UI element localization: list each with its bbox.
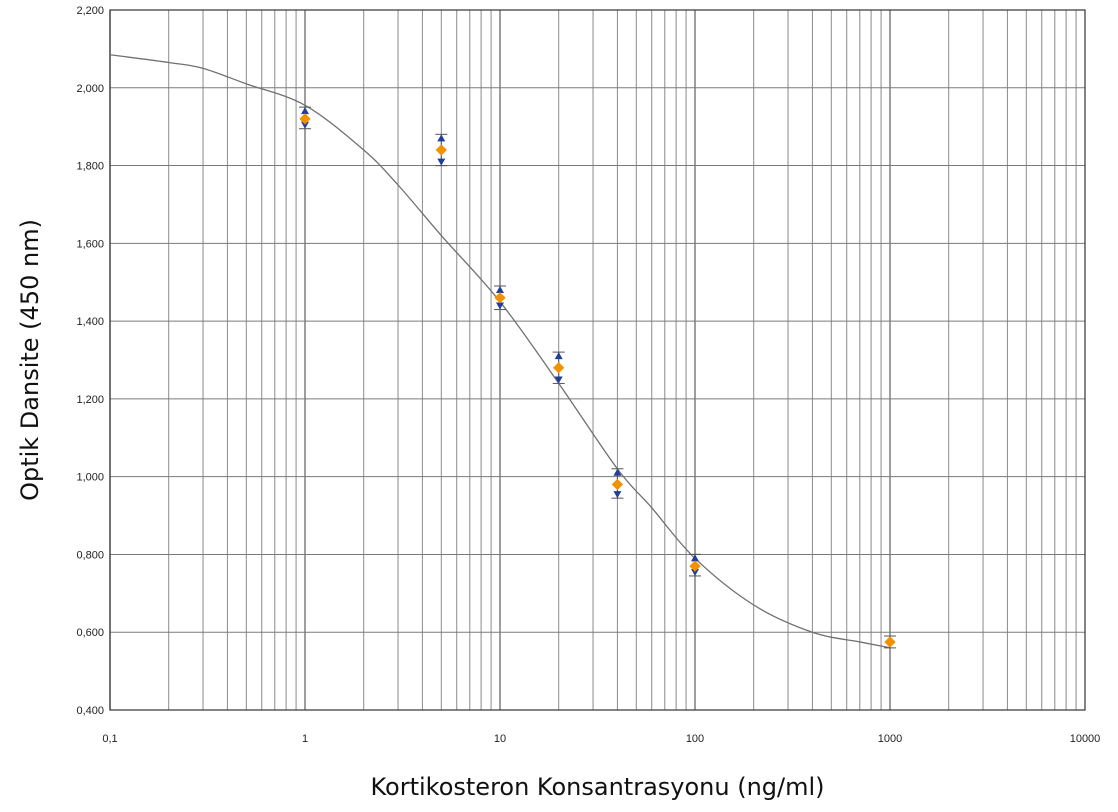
mean-point	[299, 113, 311, 125]
y-tick-label: 1,600	[76, 238, 104, 250]
x-tick-label: 100	[686, 733, 704, 745]
replicate-marker-low	[496, 302, 504, 310]
y-tick-label: 1,200	[76, 394, 104, 406]
fit-curve	[109, 54, 891, 649]
replicate-marker-high	[301, 107, 309, 115]
y-tick-label: 1,400	[76, 316, 104, 328]
mean-point	[884, 636, 896, 648]
replicate-marker-low	[437, 158, 446, 166]
y-tick-label: 2,000	[76, 83, 104, 95]
x-tick-label: 0,1	[102, 733, 117, 745]
x-tick-label: 1000	[878, 733, 902, 745]
y-tick-label: 1,000	[76, 472, 104, 484]
y-tick-label: 1,800	[76, 161, 104, 173]
replicate-marker-low	[691, 568, 699, 576]
replicate-marker-high	[613, 468, 622, 476]
replicate-marker-low	[613, 491, 622, 499]
mean-point	[435, 144, 447, 156]
mean-point	[553, 362, 565, 374]
x-tick-label: 10	[494, 733, 506, 745]
replicate-marker-high	[496, 286, 504, 293]
y-axis-ticks: 0,400 0,600 0,800 1,000 1,200 1,400 1,600 1,800…	[76, 5, 104, 717]
y-tick-label: 2,200	[76, 5, 104, 17]
y-axis-title: Optik Dansite (450 nm)	[16, 219, 44, 501]
replicate-marker-low	[554, 376, 563, 384]
mean-point	[494, 292, 506, 304]
replicate-marker-low	[301, 121, 309, 129]
x-axis-ticks: 0,1 1 10 100 1000 10000	[102, 733, 1100, 745]
replicate-marker-high	[691, 554, 699, 562]
mean-point	[689, 560, 701, 572]
replicate-marker-high	[437, 134, 446, 142]
plot-area-border	[109, 9, 1086, 711]
y-tick-label: 0,400	[76, 705, 104, 717]
data-points	[299, 106, 896, 649]
y-tick-label: 0,800	[76, 549, 104, 561]
x-axis-title: Kortikosteron Konsantrasyonu (ng/ml)	[370, 773, 824, 801]
mean-point	[611, 478, 624, 491]
x-tick-label: 10000	[1070, 733, 1101, 745]
grid-lines	[109, 9, 1085, 711]
y-tick-label: 0,600	[76, 627, 104, 639]
replicate-marker-high	[554, 352, 563, 360]
x-tick-label: 1	[302, 733, 308, 745]
